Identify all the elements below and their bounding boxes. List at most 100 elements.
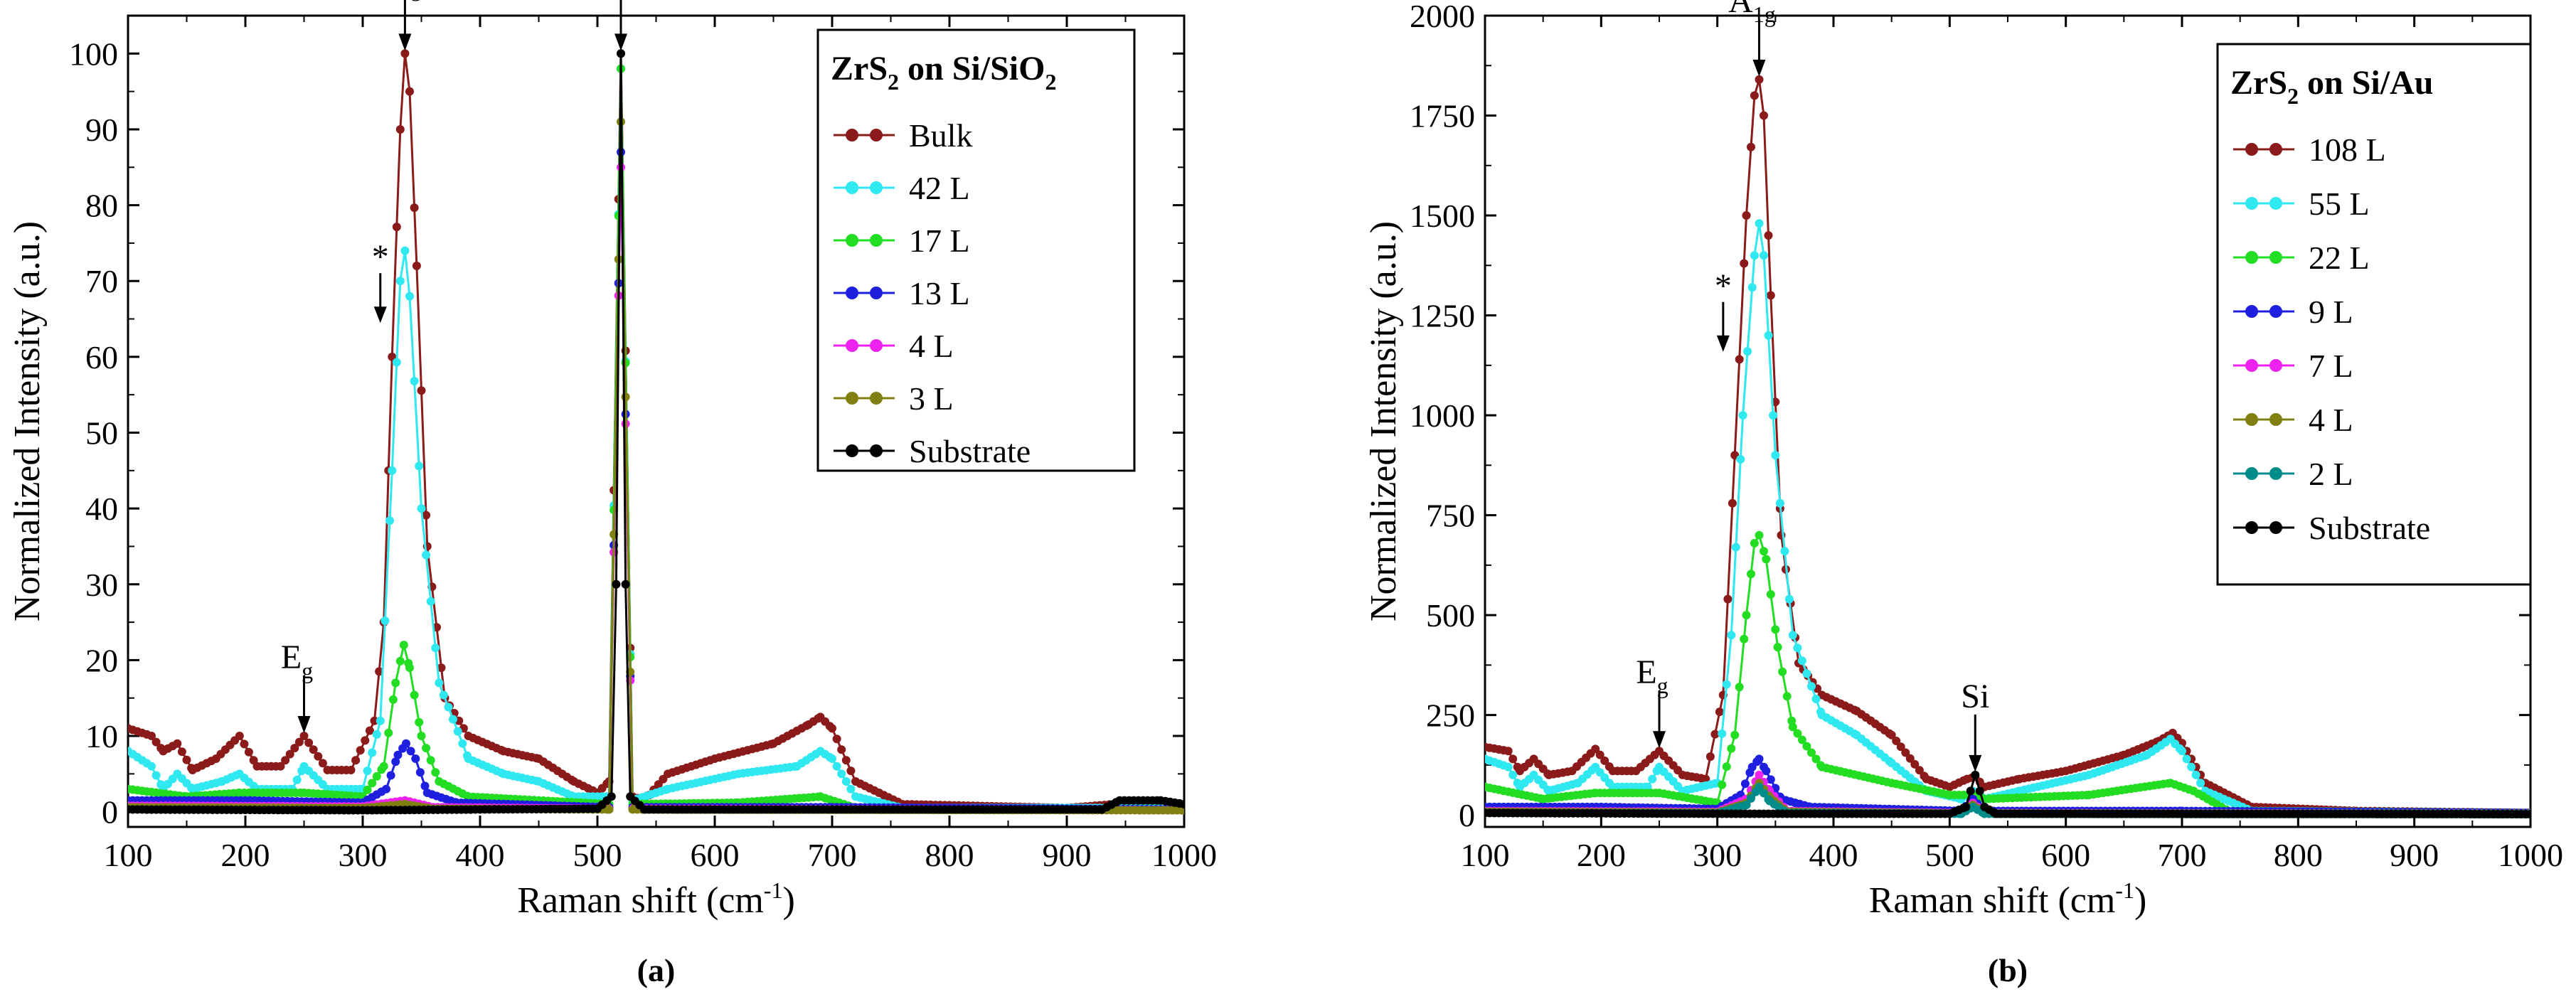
text-part: g <box>302 658 313 683</box>
data-point <box>846 784 856 794</box>
data-point <box>1722 680 1731 689</box>
data-point <box>1793 643 1802 653</box>
data-point <box>415 717 424 727</box>
data-point <box>1896 742 1905 752</box>
x-tick-label: 900 <box>2390 837 2439 873</box>
data-point <box>392 358 401 367</box>
y-tick-label: 100 <box>69 36 118 72</box>
data-point <box>1735 683 1744 692</box>
data-point <box>151 771 161 780</box>
data-point <box>363 785 372 794</box>
text-part: Raman shift (cm <box>517 880 764 921</box>
legend-marker <box>870 444 883 457</box>
data-point <box>832 734 841 744</box>
y-tick-label: 750 <box>1426 498 1475 534</box>
data-point <box>2182 754 2191 764</box>
data-point <box>1780 547 1789 556</box>
data-point <box>410 203 419 213</box>
text-part: -1 <box>764 877 783 903</box>
data-point <box>1766 291 1775 300</box>
data-point <box>420 781 430 791</box>
legend-marker <box>2245 305 2258 318</box>
legend-item: 4 L <box>834 328 954 364</box>
text-part: 1g <box>399 0 422 1</box>
data-point <box>356 746 365 755</box>
data-point <box>1811 754 1821 764</box>
data-point <box>1760 251 1768 260</box>
data-point <box>290 744 299 753</box>
data-point <box>1773 643 1782 652</box>
legend-item: Substrate <box>2233 510 2430 546</box>
legend-marker <box>870 339 883 352</box>
data-point <box>380 616 390 625</box>
data-point <box>1750 91 1759 100</box>
data-point <box>2191 770 2200 779</box>
data-point <box>402 739 410 748</box>
legend-item: 9 L <box>2233 294 2353 330</box>
x-tick-label: 300 <box>339 837 388 873</box>
data-point <box>1503 747 1513 756</box>
data-point <box>444 702 453 712</box>
data-point <box>405 87 414 96</box>
data-point <box>1755 770 1764 779</box>
data-point <box>1971 770 1980 779</box>
data-point <box>372 771 381 781</box>
data-point <box>1962 802 1971 811</box>
data-point <box>1722 762 1731 771</box>
legend-label: 3 L <box>909 380 954 417</box>
text-part: ZrS <box>2230 64 2287 102</box>
annotation: A1g <box>1728 0 1776 77</box>
y-tick-label: 1500 <box>1410 198 1475 234</box>
data-point <box>453 727 462 736</box>
text-part: 2 <box>888 69 899 95</box>
y-tick-label: 20 <box>85 642 118 678</box>
data-point <box>363 766 372 776</box>
legend-item: 4 L <box>2233 402 2353 438</box>
panel-a-chart: 100 200 300 400 500 600 700 800 900 1000 0 10 20 30 40… <box>7 0 1217 988</box>
data-point <box>405 292 414 301</box>
x-axis-label: Raman shift (cm-1) <box>517 877 795 921</box>
data-point <box>361 736 370 745</box>
data-point <box>177 747 186 757</box>
legend-label: 17 L <box>909 223 970 259</box>
data-point <box>1797 735 1806 744</box>
data-point <box>841 777 851 786</box>
y-tick-label: 60 <box>85 339 118 375</box>
legend-label: Bulk <box>909 117 972 154</box>
data-point <box>240 739 249 749</box>
y-tick-label: 1000 <box>1410 397 1475 434</box>
data-point <box>1915 766 1924 775</box>
data-point <box>391 757 400 766</box>
legend-marker <box>2245 413 2258 426</box>
data-point <box>828 754 836 763</box>
data-point <box>1740 634 1749 643</box>
data-point <box>1750 251 1759 260</box>
data-point <box>1811 695 1821 704</box>
data-point <box>612 579 621 589</box>
y-axis-label: Normalized Intensity (a.u.) <box>1363 221 1404 621</box>
data-point <box>415 768 425 777</box>
data-point <box>1743 347 1752 356</box>
data-point <box>294 737 304 747</box>
data-point <box>837 745 846 754</box>
data-point <box>1747 142 1755 151</box>
data-point <box>1769 411 1778 420</box>
data-point <box>1595 750 1604 759</box>
x-tick-label: 700 <box>808 837 857 873</box>
data-point <box>173 739 182 748</box>
y-tick-label: 50 <box>85 415 118 451</box>
data-point <box>1760 111 1768 120</box>
legend-marker <box>2269 359 2282 372</box>
legend-item: 17 L <box>834 223 970 259</box>
data-point <box>1793 729 1802 738</box>
y-tick-label: 2000 <box>1410 0 1475 34</box>
data-point <box>1887 730 1896 739</box>
annotation-label: A1g <box>374 0 422 1</box>
legend-marker <box>870 181 883 194</box>
legend-marker <box>870 392 883 405</box>
data-point <box>1775 498 1784 508</box>
annotation-arrowhead <box>398 33 412 51</box>
x-tick-label: 1000 <box>1151 837 1217 873</box>
legend-marker <box>846 129 858 141</box>
